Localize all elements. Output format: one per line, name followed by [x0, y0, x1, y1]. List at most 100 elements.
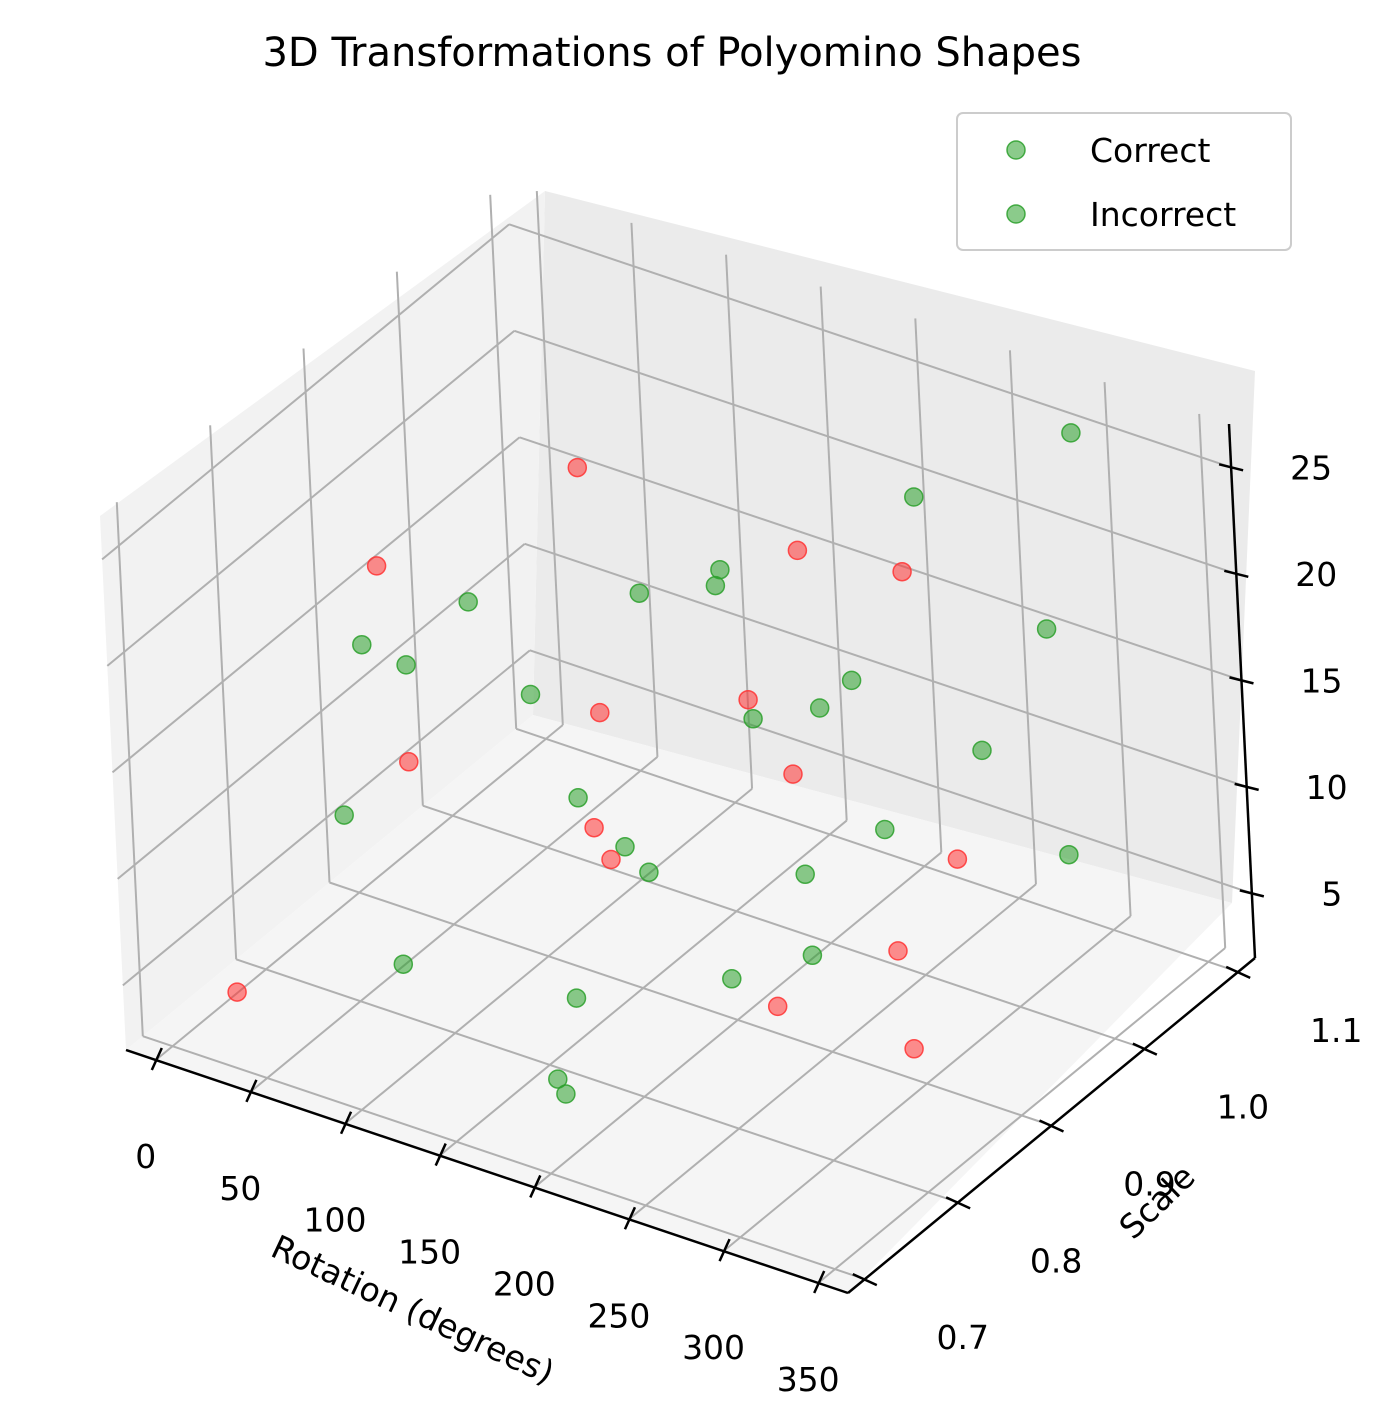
x-tick-label-7: 350: [777, 1360, 840, 1399]
z-tick-labels: 5 10 15 20 25: [1290, 448, 1348, 913]
z-tick-label-3: 20: [1295, 555, 1337, 594]
point-correct-23: [566, 988, 587, 1008]
z-tick-3: [1223, 569, 1249, 579]
point-incorrect-9: [738, 689, 758, 710]
y-tick-label-2: 0.9: [1123, 1165, 1175, 1204]
z-grid-left-3: [106, 330, 515, 667]
point-correct-3: [629, 583, 650, 603]
x-tick-2: [339, 1111, 353, 1135]
y-tick-3: [1132, 1042, 1158, 1056]
point-correct-4: [393, 954, 414, 974]
z-grid-back-3: [513, 329, 1237, 575]
z-tick-label-2: 15: [1300, 661, 1342, 700]
z-tick-label-4: 25: [1290, 448, 1332, 487]
x-tick-0: [150, 1047, 163, 1071]
point-incorrect-0: [227, 982, 247, 1002]
point-correct-21: [705, 575, 726, 596]
z-grid-back-4: [508, 223, 1232, 469]
y-grid-floor-1: [235, 958, 959, 1204]
point-incorrect-14: [888, 941, 908, 961]
x-tick-7: [813, 1270, 826, 1294]
y-grid-left-3: [395, 271, 424, 806]
chart-title: 3D Transformations of Polyomino Shapes: [262, 30, 1081, 76]
point-incorrect-13: [904, 1039, 924, 1059]
y-tick-2: [1038, 1119, 1065, 1133]
point-correct-6: [710, 559, 730, 580]
z-grid-left-1: [117, 543, 526, 880]
x-tick-label-4: 200: [493, 1264, 556, 1303]
x-grid-back-3: [819, 286, 848, 821]
point-correct-18: [639, 862, 659, 883]
x-axis-line: [125, 1048, 849, 1295]
x-tick-4: [529, 1174, 542, 1198]
x-grid-back-1: [630, 222, 659, 757]
y-grid-floor-3: [422, 804, 1146, 1050]
x-grid-back-7: [1198, 413, 1227, 949]
z-grid-left-2: [111, 436, 521, 774]
z-grid-back-0: [529, 649, 1253, 895]
x-tick-label-2: 100: [304, 1201, 367, 1240]
x-grid-back-5: [1008, 350, 1037, 885]
z-axis-line: [1227, 423, 1257, 959]
y-tick-label-3: 1.0: [1217, 1088, 1269, 1127]
x-tick-1: [245, 1079, 258, 1103]
y-grid-left-4: [489, 194, 518, 729]
legend-marker-correct: [1006, 140, 1026, 160]
point-incorrect-4: [601, 849, 621, 870]
legend: Correct Incorrect: [956, 112, 1292, 251]
legend-marker-incorrect: [1006, 204, 1026, 224]
x-tick-3: [434, 1143, 447, 1167]
z-grid-back-1: [524, 542, 1247, 788]
x-tick-label-1: 50: [219, 1169, 261, 1208]
z-tick-label-1: 10: [1306, 768, 1348, 807]
point-correct-1: [458, 592, 478, 612]
point-correct-0: [334, 805, 354, 825]
point-correct-10: [904, 487, 924, 507]
left-pane: [100, 191, 545, 1050]
z-grid-back-2: [519, 436, 1242, 682]
z-tick-label-0: 5: [1321, 874, 1342, 913]
point-incorrect-6: [590, 702, 610, 723]
point-correct-9: [556, 1084, 576, 1104]
x-grid-back-0: [535, 190, 564, 726]
point-correct-14: [875, 819, 895, 840]
point-correct-24: [802, 945, 823, 966]
y-grid-floor-0: [142, 1035, 866, 1281]
point-correct-15: [1059, 844, 1079, 865]
z-tick-4: [1218, 463, 1244, 472]
point-incorrect-5: [787, 540, 808, 561]
point-correct-11: [722, 969, 742, 989]
y-tick-4: [1225, 965, 1251, 979]
z-tick-2: [1229, 676, 1254, 685]
x-grid-back-4: [914, 318, 943, 853]
point-correct-22: [548, 1069, 568, 1089]
point-correct-12: [841, 670, 862, 691]
x-tick-label-6: 300: [682, 1328, 745, 1367]
y-tick-label-0: 0.7: [937, 1318, 989, 1357]
point-incorrect-12: [767, 996, 788, 1017]
point-incorrect-11: [892, 561, 912, 582]
point-incorrect-3: [366, 556, 387, 576]
y-grid-left-0: [115, 502, 144, 1037]
point-incorrect-8: [783, 764, 803, 784]
point-correct-26: [396, 655, 416, 675]
x-tick-label-5: 250: [587, 1296, 650, 1335]
x-tick-label-0: 0: [135, 1137, 156, 1176]
x-grid-back-6: [1103, 382, 1132, 917]
z-grid-left-0: [122, 649, 531, 987]
y-tick-label-1: 0.8: [1030, 1241, 1082, 1280]
z-tick-1: [1234, 782, 1259, 792]
point-correct-2: [352, 634, 372, 655]
point-correct-25: [795, 864, 815, 885]
z-grid-left-4: [101, 223, 510, 561]
point-incorrect-10: [947, 849, 968, 869]
point-correct-5: [568, 788, 588, 808]
point-correct-8: [743, 709, 763, 729]
point-correct-17: [520, 684, 541, 705]
point-correct-19: [809, 698, 830, 718]
point-incorrect-1: [399, 752, 419, 772]
legend-label-incorrect: Incorrect: [1090, 195, 1236, 234]
scatter-points: [227, 423, 1081, 1104]
y-tick-label-4: 1.1: [1310, 1011, 1362, 1050]
